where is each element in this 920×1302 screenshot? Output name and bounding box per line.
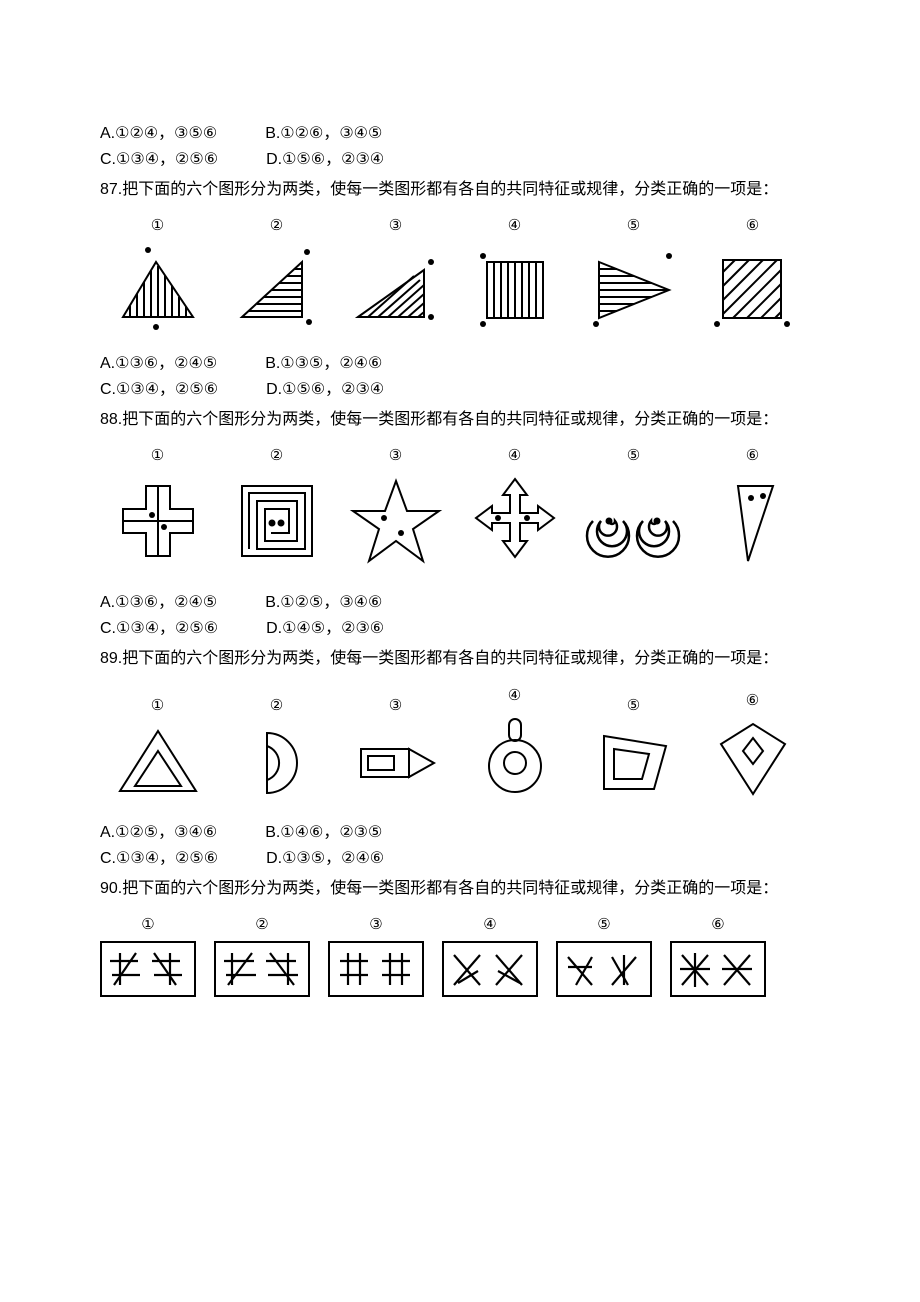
q90-fig-5: ⑤	[556, 914, 652, 997]
fig-label: ②	[270, 445, 283, 468]
q90-fig-4: ④	[442, 914, 538, 997]
q89-option-c: C.①③④，②⑤⑥	[100, 847, 218, 871]
q90-body: 把下面的六个图形分为两类，使每一类图形都有各自的共同特征或规律，分类正确的一项是…	[122, 880, 778, 897]
q88-fig-4: ④	[457, 445, 572, 572]
fig-label: ⑥	[746, 445, 759, 468]
fig-label: ④	[508, 685, 521, 708]
q89-fig-3: ③	[338, 695, 453, 802]
q90-fig-2: ②	[214, 914, 310, 997]
q87-options-row-1: A.①③⑥，②④⑤ B.①③⑤，②④⑥	[100, 352, 820, 376]
q88-fig-6: ⑥	[695, 445, 810, 572]
q89-text: 89.把下面的六个图形分为两类，使每一类图形都有各自的共同特征或规律，分类正确的…	[100, 645, 820, 672]
q88-text: 88.把下面的六个图形分为两类，使每一类图形都有各自的共同特征或规律，分类正确的…	[100, 406, 820, 433]
q88-fig-2: ②	[219, 445, 334, 572]
fig-label: ⑥	[711, 914, 724, 937]
q88-fig-3: ③	[338, 445, 453, 572]
q87-fig-2: ②	[219, 215, 334, 332]
fig-label: ⑤	[597, 914, 610, 937]
q88-fig-1: ①	[100, 445, 215, 572]
q87-figures: ① ②	[100, 215, 820, 332]
pre-option-b: B.①②⑥，③④⑤	[265, 122, 382, 146]
q89-body: 把下面的六个图形分为两类，使每一类图形都有各自的共同特征或规律，分类正确的一项是…	[122, 650, 778, 667]
q87-options-row-2: C.①③④，②⑤⑥ D.①⑤⑥，②③④	[100, 378, 820, 402]
q87-body: 把下面的六个图形分为两类，使每一类图形都有各自的共同特征或规律，分类正确的一项是…	[122, 181, 778, 198]
q89-options-row-2: C.①③④，②⑤⑥ D.①③⑤，②④⑥	[100, 847, 820, 871]
q90-num: 90.	[100, 880, 122, 897]
fig-label: ④	[508, 445, 521, 468]
q90-figures: ① ②	[100, 914, 820, 997]
pre-options-row-2: C.①③④，②⑤⑥ D.①⑤⑥，②③④	[100, 148, 820, 172]
q87-num: 87.	[100, 181, 122, 198]
fig-label: ①	[151, 445, 164, 468]
q90-text: 90.把下面的六个图形分为两类，使每一类图形都有各自的共同特征或规律，分类正确的…	[100, 875, 820, 902]
q87-option-c: C.①③④，②⑤⑥	[100, 378, 218, 402]
fig-label: ④	[508, 215, 521, 238]
q89-fig-6: ⑥	[695, 690, 810, 802]
q87-fig-3: ③	[338, 215, 453, 332]
q89-figures: ① ② ③ ④	[100, 685, 820, 802]
fig-label: ②	[270, 695, 283, 718]
q89-option-b: B.①④⑥，②③⑤	[265, 821, 382, 845]
q88-option-d: D.①④⑤，②③⑥	[266, 617, 384, 641]
q87-option-a: A.①③⑥，②④⑤	[100, 352, 217, 376]
q87-option-b: B.①③⑤，②④⑥	[265, 352, 382, 376]
q88-figures: ① ② ③	[100, 445, 820, 572]
fig-label: ③	[389, 695, 402, 718]
q87-text: 87.把下面的六个图形分为两类，使每一类图形都有各自的共同特征或规律，分类正确的…	[100, 176, 820, 203]
pre-option-d: D.①⑤⑥，②③④	[266, 148, 384, 172]
q89-fig-4: ④	[457, 685, 572, 802]
q88-option-c: C.①③④，②⑤⑥	[100, 617, 218, 641]
fig-label: ①	[151, 695, 164, 718]
fig-label: ⑤	[627, 215, 640, 238]
q89-num: 89.	[100, 650, 122, 667]
q88-body: 把下面的六个图形分为两类，使每一类图形都有各自的共同特征或规律，分类正确的一项是…	[122, 411, 778, 428]
q88-options-row-2: C.①③④，②⑤⑥ D.①④⑤，②③⑥	[100, 617, 820, 641]
fig-label: ①	[141, 914, 154, 937]
q89-fig-2: ②	[219, 695, 334, 802]
fig-label: ⑤	[627, 445, 640, 468]
q88-option-b: B.①②⑤，③④⑥	[265, 591, 382, 615]
q89-fig-1: ①	[100, 695, 215, 802]
q87-fig-4: ④	[457, 215, 572, 332]
fig-label: ③	[389, 445, 402, 468]
fig-label: ②	[270, 215, 283, 238]
pre-option-a: A.①②④，③⑤⑥	[100, 122, 217, 146]
fig-label: ③	[369, 914, 382, 937]
q87-option-d: D.①⑤⑥，②③④	[266, 378, 384, 402]
q89-option-d: D.①③⑤，②④⑥	[266, 847, 384, 871]
fig-label: ①	[151, 215, 164, 238]
pre-options-row-1: A.①②④，③⑤⑥ B.①②⑥，③④⑤	[100, 122, 820, 146]
fig-label: ③	[389, 215, 402, 238]
pre-option-c: C.①③④，②⑤⑥	[100, 148, 218, 172]
q88-fig-5: ⑤	[576, 445, 691, 572]
q89-options-row-1: A.①②⑤，③④⑥ B.①④⑥，②③⑤	[100, 821, 820, 845]
q90-fig-1: ①	[100, 914, 196, 997]
q87-fig-5: ⑤	[576, 215, 691, 332]
q88-options-row-1: A.①③⑥，②④⑤ B.①②⑤，③④⑥	[100, 591, 820, 615]
fig-label: ⑥	[746, 690, 759, 713]
q88-option-a: A.①③⑥，②④⑤	[100, 591, 217, 615]
fig-label: ⑥	[746, 215, 759, 238]
q87-fig-6: ⑥	[695, 215, 810, 332]
q90-fig-3: ③	[328, 914, 424, 997]
q87-fig-1: ①	[100, 215, 215, 332]
q89-fig-5: ⑤	[576, 695, 691, 802]
fig-label: ②	[255, 914, 268, 937]
fig-label: ④	[483, 914, 496, 937]
q88-num: 88.	[100, 411, 122, 428]
q90-fig-6: ⑥	[670, 914, 766, 997]
fig-label: ⑤	[627, 695, 640, 718]
q89-option-a: A.①②⑤，③④⑥	[100, 821, 217, 845]
